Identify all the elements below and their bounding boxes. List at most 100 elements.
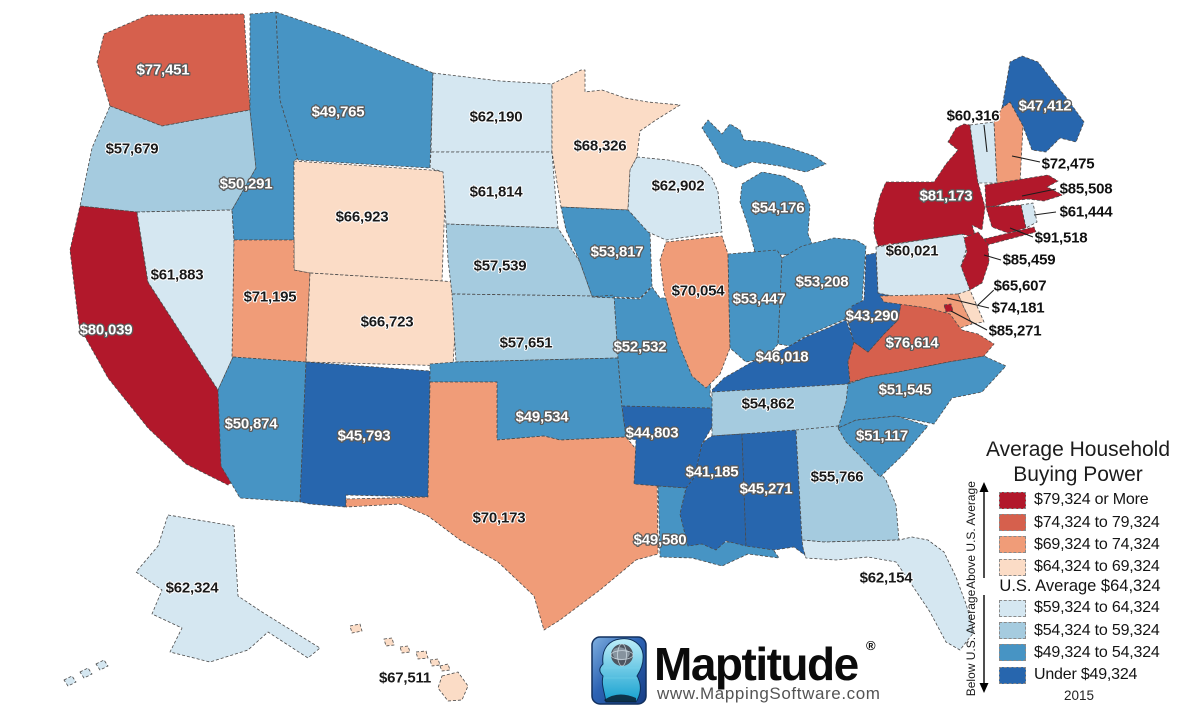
legend-class-label: Under $49,324 (1034, 666, 1138, 684)
registered-trademark-icon: ® (866, 638, 876, 653)
value-label-CO: $66,723 (361, 314, 414, 331)
value-label-OK: $49,534 (516, 409, 570, 426)
legend-row-c5: $59,324 to 64,324 (999, 597, 1160, 619)
state-IL (659, 235, 731, 389)
legend-group-below: $59,324 to 64,324 $54,324 to 59,324 $49,32… (999, 597, 1160, 687)
state-MD (879, 293, 973, 329)
down-arrow-icon (979, 683, 989, 693)
legend-title: Average Household Buying Power (972, 437, 1177, 487)
callout-line-DE (977, 287, 997, 306)
value-label-NE: $57,539 (474, 258, 527, 275)
state-VA (847, 297, 995, 384)
state-AZ (217, 356, 307, 503)
value-label-DE: $65,607 (994, 278, 1047, 295)
legend-row-c4: $64,324 to 69,324 (999, 556, 1160, 578)
legend-class-label: $79,324 or More (1034, 491, 1149, 509)
state-ID (231, 11, 299, 241)
value-label-NV: $61,883 (151, 267, 204, 284)
callout-line-RI (1033, 211, 1057, 216)
value-label-NH: $72,475 (1042, 156, 1095, 173)
value-label-MN: $68,326 (574, 138, 627, 155)
value-label-OH: $53,208 (796, 274, 849, 291)
state-FL (801, 536, 975, 651)
state-HI (415, 650, 429, 660)
state-HI (429, 658, 441, 667)
value-label-FL: $62,154 (860, 570, 914, 587)
callout-line-MA (1021, 188, 1057, 197)
state-NH (993, 101, 1024, 184)
state-TX (345, 381, 659, 631)
legend-class-label: $74,324 to 79,324 (1034, 513, 1160, 531)
value-label-NY: $81,173 (920, 188, 973, 205)
state-HI (349, 623, 363, 634)
value-label-ND: $62,190 (470, 109, 523, 126)
value-label-MD: $74,181 (992, 300, 1045, 317)
state-KY (711, 319, 855, 395)
value-label-NJ: $85,459 (1003, 252, 1056, 269)
value-label-RI: $61,444 (1060, 204, 1114, 221)
callout-lines-layer (946, 124, 1057, 331)
callout-line-CT (1009, 227, 1034, 238)
state-ME (1001, 55, 1085, 153)
value-label-UT: $71,195 (244, 289, 297, 306)
callout-line-NH (1011, 155, 1041, 163)
callout-line-MD (946, 297, 990, 309)
state-WA (96, 13, 251, 127)
value-label-ID: $50,291 (220, 176, 273, 193)
value-label-SD: $61,814 (470, 184, 524, 201)
value-label-TN: $54,862 (742, 396, 795, 413)
us-average-label: U.S. Average $64,324 (999, 577, 1161, 595)
legend-class-label: $49,324 to 54,324 (1034, 643, 1160, 661)
callout-line-VT (983, 124, 988, 153)
legend-title-line2: Buying Power (1013, 463, 1143, 486)
legend-range-arrows (979, 482, 989, 693)
value-label-MT: $49,765 (312, 104, 365, 121)
legend-class-label: $54,324 to 59,324 (1034, 621, 1160, 639)
value-label-MI: $54,176 (752, 200, 805, 217)
value-label-MA: $85,508 (1060, 181, 1113, 198)
state-MI (701, 119, 827, 173)
state-DC (943, 303, 954, 313)
state-AK (63, 675, 77, 687)
value-label-VA: $76,614 (886, 335, 940, 352)
state-AK (79, 667, 93, 679)
website-label: www.MappingSoftware.com (657, 684, 881, 703)
state-WI (627, 156, 723, 241)
value-label-VT: $60,316 (947, 108, 1000, 125)
state-HI (399, 645, 411, 654)
state-ND (430, 72, 553, 153)
legend-swatch-c2 (999, 514, 1026, 532)
value-label-WI: $62,902 (652, 178, 705, 195)
value-label-MO: $52,532 (614, 339, 667, 356)
state-CA (69, 205, 239, 486)
value-label-WY: $66,923 (336, 209, 389, 226)
value-label-KS: $57,651 (500, 335, 553, 352)
year-label: 2015 (1063, 688, 1095, 703)
value-label-LA: $49,580 (634, 532, 687, 549)
state-MA (984, 174, 1064, 208)
states-layer (63, 11, 1085, 702)
state-NE (445, 223, 593, 297)
value-label-AR: $44,803 (626, 425, 679, 442)
value-label-ME: $47,412 (1019, 98, 1072, 115)
legend-class-label: $69,324 to 74,324 (1034, 535, 1160, 553)
value-label-NM: $45,793 (338, 428, 391, 445)
legend-swatch-c5 (999, 599, 1026, 617)
state-value-labels-layer: $77,451 $57,679 $80,039 $61,883 $50,291 $49,7… (78, 60, 1114, 687)
value-label-IA: $53,817 (591, 244, 644, 261)
value-label-DC: $85,271 (989, 323, 1042, 340)
legend-swatch-c3 (999, 536, 1026, 554)
state-HI (383, 637, 395, 647)
legend-class-label: $64,324 to 69,324 (1034, 558, 1160, 576)
state-AK (95, 659, 109, 671)
value-label-NC: $51,545 (879, 382, 932, 399)
state-HI (439, 663, 451, 672)
legend-swatch-c4 (999, 558, 1026, 576)
legend-title-line1: Average Household (985, 438, 1171, 461)
legend-swatch-c8 (999, 666, 1026, 684)
legend-row-c1: $79,324 or More (999, 489, 1160, 511)
callout-line-DC (950, 310, 988, 331)
up-arrow-icon (979, 482, 989, 492)
state-AK (135, 514, 321, 663)
state-WV (847, 252, 903, 353)
